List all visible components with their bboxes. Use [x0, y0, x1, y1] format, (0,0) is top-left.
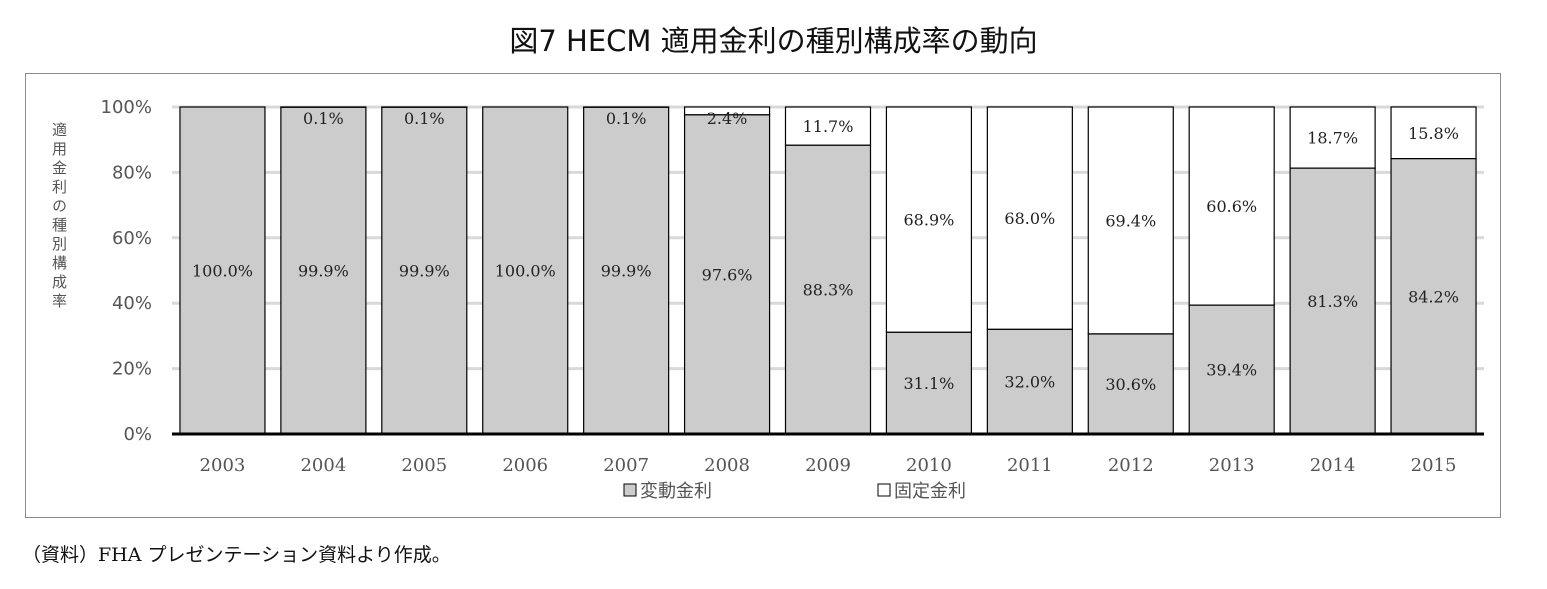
- chart-title: 図7 HECM 適用金利の種別構成率の動向: [509, 24, 1038, 58]
- data-label-fixed: 0.1%: [606, 109, 647, 128]
- bar-variable-rate: [482, 106, 569, 435]
- x-tick-label: 2015: [1411, 455, 1457, 476]
- data-label-fixed: 18.7%: [1307, 129, 1358, 148]
- legend-swatch: [623, 483, 637, 497]
- bar-variable-rate: [583, 106, 670, 435]
- x-tick-label: 2011: [1007, 455, 1053, 476]
- data-label-fixed: 15.8%: [1408, 124, 1459, 143]
- x-tick-label: 2007: [603, 455, 649, 476]
- data-label-fixed: 69.4%: [1105, 211, 1156, 230]
- legend-label: 固定金利: [894, 481, 966, 502]
- x-tick-label: 2012: [1108, 455, 1154, 476]
- data-label-fixed: 68.0%: [1004, 209, 1055, 228]
- bar-variable-rate: [1390, 158, 1477, 435]
- data-label-fixed: 11.7%: [803, 117, 854, 136]
- data-label-variable: 88.3%: [803, 281, 854, 300]
- bar-fixed-rate: [1390, 106, 1477, 160]
- data-label-fixed: 2.4%: [707, 109, 748, 128]
- data-label-fixed: 0.1%: [303, 109, 344, 128]
- y-tick-label: 60%: [112, 228, 152, 249]
- data-label-variable: 100.0%: [495, 262, 556, 281]
- bar-variable-rate: [1087, 333, 1174, 435]
- source-note: （資料）FHA プレゼンテーション資料より作成。: [22, 544, 451, 566]
- data-label-variable: 100.0%: [192, 262, 253, 281]
- bar-fixed-rate: [1289, 106, 1376, 169]
- chart-frame: [25, 73, 1501, 518]
- data-label-variable: 99.9%: [601, 262, 652, 281]
- y-tick-label: 80%: [112, 162, 152, 183]
- data-label-variable: 81.3%: [1307, 292, 1358, 311]
- bar-fixed-rate: [784, 106, 872, 146]
- x-tick-label: 2008: [704, 455, 750, 476]
- data-label-variable: 99.9%: [298, 262, 349, 281]
- data-label-fixed: 68.9%: [904, 211, 955, 230]
- y-tick-label: 20%: [112, 359, 152, 380]
- bar-variable-rate: [179, 106, 266, 435]
- x-tick-label: 2006: [502, 455, 548, 476]
- bar-variable-rate: [784, 144, 872, 435]
- bar-fixed-rate: [1087, 106, 1174, 335]
- legend-label: 変動金利: [640, 481, 712, 502]
- data-label-variable: 39.4%: [1206, 361, 1257, 380]
- x-tick-label: 2005: [401, 455, 447, 476]
- bar-variable-rate: [1289, 167, 1376, 435]
- bar-variable-rate: [1188, 304, 1275, 435]
- bar-fixed-rate: [885, 106, 973, 333]
- y-tick-label: 0%: [123, 424, 152, 445]
- bar-fixed-rate: [1188, 106, 1275, 306]
- bar-variable-rate: [280, 106, 367, 435]
- x-tick-label: 2014: [1310, 455, 1356, 476]
- bar-variable-rate: [885, 331, 973, 435]
- legend-swatch: [877, 483, 891, 497]
- data-label-variable: 84.2%: [1408, 287, 1459, 306]
- data-label-variable: 30.6%: [1105, 375, 1156, 394]
- bar-variable-rate: [683, 114, 771, 435]
- x-tick-label: 2010: [906, 455, 952, 476]
- data-label-variable: 99.9%: [399, 262, 450, 281]
- bar-variable-rate: [986, 328, 1073, 435]
- y-tick-label: 100%: [101, 97, 152, 118]
- data-label-variable: 97.6%: [702, 265, 753, 284]
- data-label-fixed: 0.1%: [404, 109, 445, 128]
- y-tick-label: 40%: [112, 293, 152, 314]
- x-tick-label: 2004: [300, 455, 346, 476]
- data-label-variable: 32.0%: [1004, 373, 1055, 392]
- bar-fixed-rate: [986, 106, 1073, 330]
- bar-variable-rate: [381, 106, 468, 435]
- x-tick-label: 2013: [1209, 455, 1255, 476]
- x-tick-label: 2003: [200, 455, 246, 476]
- data-label-fixed: 60.6%: [1206, 197, 1257, 216]
- data-label-variable: 31.1%: [904, 374, 955, 393]
- x-tick-label: 2009: [805, 455, 851, 476]
- y-axis-label: 適用金利の種別構成率: [50, 122, 68, 312]
